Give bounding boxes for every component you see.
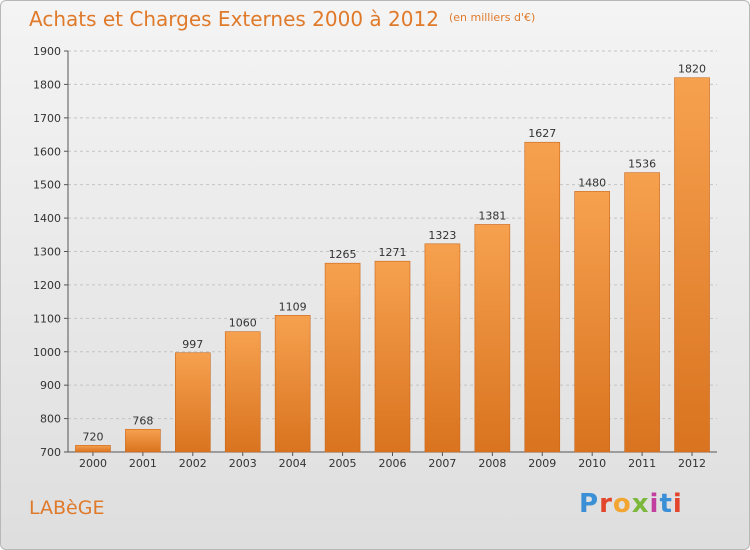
data-label: 997 xyxy=(182,338,203,351)
data-label: 1323 xyxy=(428,229,456,242)
x-tick-label: 2010 xyxy=(578,457,606,470)
y-tick-label: 1700 xyxy=(33,112,61,125)
data-label: 720 xyxy=(82,430,103,443)
x-tick-label: 2005 xyxy=(329,457,357,470)
x-tick-label: 2006 xyxy=(379,457,407,470)
data-label: 1271 xyxy=(379,246,407,259)
y-tick-label: 1100 xyxy=(33,312,61,325)
data-label: 1820 xyxy=(678,63,706,76)
x-tick-label: 2008 xyxy=(478,457,506,470)
brand-letter: x xyxy=(631,489,650,519)
data-label: 1109 xyxy=(279,300,307,313)
y-tick-label: 1800 xyxy=(33,78,61,91)
brand-letter: o xyxy=(612,489,632,519)
bars xyxy=(75,77,710,453)
chart-unit: (en milliers d'€) xyxy=(448,11,536,24)
bar xyxy=(524,141,561,453)
chart-title: Achats et Charges Externes 2000 à 2012 (e… xyxy=(29,7,535,31)
x-tick-label: 2004 xyxy=(279,457,307,470)
bar xyxy=(224,331,261,453)
bar xyxy=(574,191,610,453)
brand-letter: r xyxy=(599,489,613,519)
bar xyxy=(125,428,161,453)
x-tick-label: 2012 xyxy=(678,457,706,470)
bar xyxy=(424,243,461,453)
brand-letter: i xyxy=(649,489,660,519)
data-labels: 720 768 997 1060 1109 1265 1271 1323 1381 1627 148… xyxy=(82,63,706,444)
bar xyxy=(374,260,411,453)
y-tick-label: 1000 xyxy=(33,346,61,359)
proxiti-logo[interactable]: Proxiti xyxy=(579,489,699,521)
city-name: LABèGE xyxy=(29,497,105,519)
data-label: 1627 xyxy=(528,127,556,140)
brand-letter: i xyxy=(672,489,683,519)
data-label: 768 xyxy=(132,414,153,427)
y-tick-label: 1300 xyxy=(33,246,61,259)
y-tick-label: 700 xyxy=(40,446,61,459)
bar xyxy=(324,262,361,453)
y-tick-label: 1900 xyxy=(33,45,61,58)
x-tick-label: 2003 xyxy=(229,457,257,470)
x-tick-label: 2001 xyxy=(129,457,157,470)
bar xyxy=(175,352,211,453)
bar xyxy=(474,224,511,453)
x-tick-label: 2007 xyxy=(428,457,456,470)
bar xyxy=(75,445,111,453)
bar xyxy=(274,315,311,453)
y-tick-label: 1600 xyxy=(33,145,61,158)
bar xyxy=(624,172,660,453)
data-label: 1536 xyxy=(628,158,656,171)
y-tick-label: 1400 xyxy=(33,212,61,225)
y-tick-label: 1500 xyxy=(33,179,61,192)
x-tick-label: 2011 xyxy=(628,457,656,470)
chart-title-text: Achats et Charges Externes 2000 à 2012 xyxy=(29,7,439,31)
brand-letter: t xyxy=(659,489,673,519)
data-label: 1480 xyxy=(578,176,606,189)
x-tick-label: 2000 xyxy=(79,457,107,470)
x-tick-label: 2002 xyxy=(179,457,207,470)
bar xyxy=(674,77,710,453)
y-tick-label: 900 xyxy=(40,379,61,392)
data-label: 1265 xyxy=(329,248,357,261)
data-label: 1381 xyxy=(478,209,506,222)
y-tick-label: 1200 xyxy=(33,279,61,292)
y-tick-label: 800 xyxy=(40,413,61,426)
data-label: 1060 xyxy=(229,317,257,330)
brand-letter: P xyxy=(579,489,600,519)
x-tick-label: 2009 xyxy=(528,457,556,470)
axes: 700 800 900 1000 1100 1200 1300 1400 1500 1600 170… xyxy=(33,45,717,470)
